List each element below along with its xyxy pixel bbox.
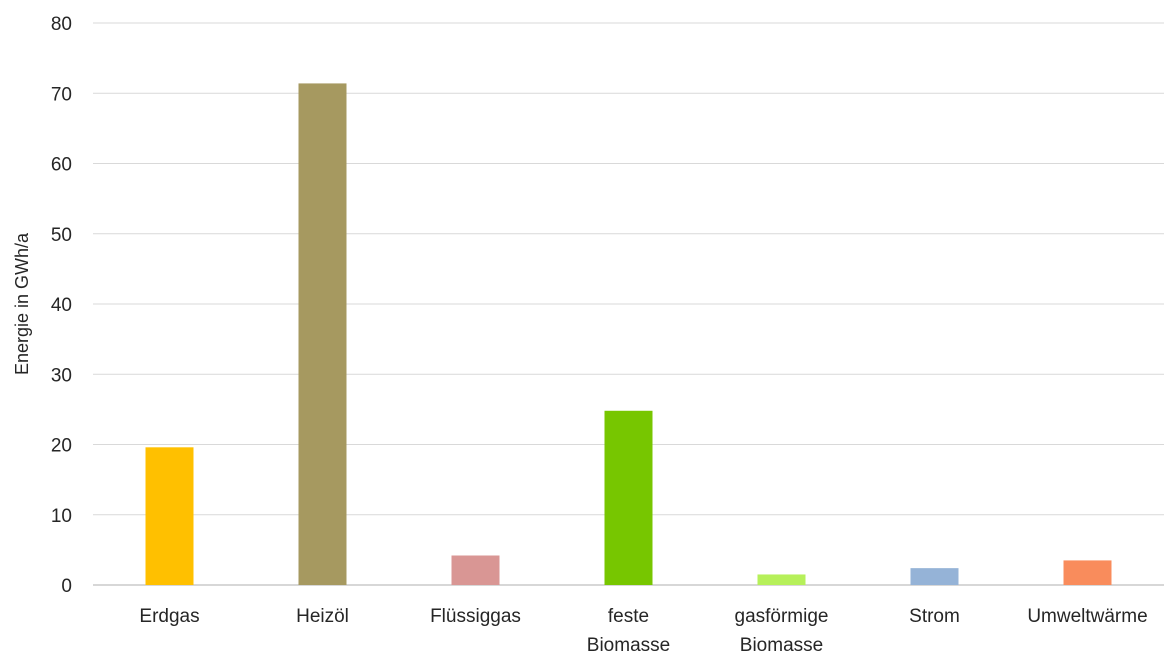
- y-tick-label: 70: [51, 84, 72, 105]
- y-tick-label: 40: [51, 295, 72, 316]
- x-category-label: Umweltwärme: [1027, 606, 1147, 627]
- y-tick-label: 50: [51, 225, 72, 246]
- x-category-label-line: Biomasse: [740, 635, 823, 656]
- bar: [604, 410, 653, 585]
- y-axis-tick-labels: 0 10 20 30 40 50 60 70 80: [51, 14, 72, 597]
- y-tick-label: 0: [61, 576, 72, 597]
- bar: [298, 83, 347, 585]
- x-category-label-line: Erdgas: [139, 606, 199, 627]
- y-tick-label: 80: [51, 14, 72, 35]
- x-category-label-line: Biomasse: [587, 635, 670, 656]
- x-axis-category-labels: Erdgas Heizöl Flüssiggas feste Biomassegasfö…: [139, 606, 1147, 656]
- bar: [757, 574, 806, 585]
- y-tick-label: 10: [51, 506, 72, 527]
- x-category-label: gasförmige Biomasse: [735, 606, 829, 656]
- bar: [145, 447, 194, 585]
- bar: [1063, 560, 1112, 585]
- x-category-label: feste Biomasse: [587, 606, 670, 656]
- x-category-label-line: gasförmige: [735, 606, 829, 627]
- y-tick-label: 20: [51, 436, 72, 457]
- x-category-label-line: Strom: [909, 606, 960, 627]
- bar: [910, 568, 959, 585]
- y-tick-label: 30: [51, 365, 72, 386]
- y-tick-label: 60: [51, 155, 72, 176]
- bars: [145, 83, 1112, 585]
- x-category-label: Erdgas: [139, 606, 199, 627]
- gridlines: [93, 22, 1164, 586]
- bar: [451, 555, 500, 585]
- x-category-label: Strom: [909, 606, 960, 627]
- x-category-label-line: Umweltwärme: [1027, 606, 1147, 627]
- x-category-label-line: Flüssiggas: [430, 606, 521, 627]
- x-category-label: Flüssiggas: [430, 606, 521, 627]
- x-category-label-line: feste: [608, 606, 649, 627]
- x-category-label: Heizöl: [296, 606, 349, 627]
- y-axis-title: Energie in GWh/a: [12, 232, 32, 375]
- x-category-label-line: Heizöl: [296, 606, 349, 627]
